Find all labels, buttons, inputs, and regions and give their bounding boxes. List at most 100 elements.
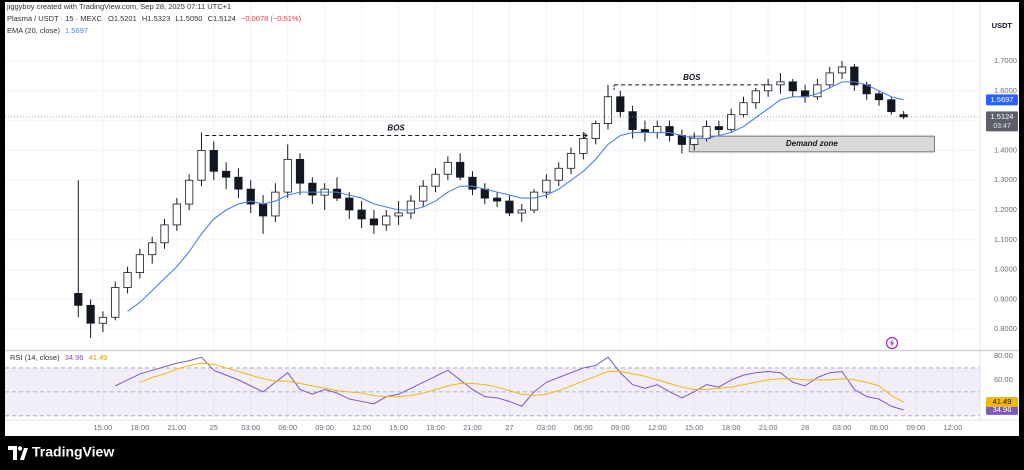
- ohlc-label: H: [142, 14, 147, 23]
- ema-tag: [986, 94, 1018, 106]
- candle-body: [591, 123, 600, 139]
- rsi-line: [115, 356, 904, 411]
- candle-body: [419, 185, 428, 202]
- candle-body: [74, 293, 83, 306]
- y-tick-label: 1.2000: [994, 205, 1017, 214]
- x-tick-label: 15:00: [389, 423, 408, 432]
- candle-body: [542, 179, 551, 193]
- candle-body: [702, 126, 711, 139]
- candle-body: [295, 158, 305, 184]
- candle-body: [148, 242, 157, 256]
- plot: Demand zone BOS BOS: [5, 61, 980, 411]
- x-tick-label: 18:00: [722, 423, 741, 432]
- brand-logo-dot[interactable]: [17, 446, 23, 451]
- demand-zone-label: Demand zone: [786, 139, 839, 148]
- candle-body: [98, 316, 108, 324]
- candle-body: [185, 179, 194, 205]
- price-tag: [986, 111, 1018, 132]
- rsi-tick-label: 60.00: [994, 375, 1013, 384]
- rsi-tag: [986, 397, 1018, 408]
- candle-body: [406, 200, 415, 214]
- brand[interactable]: TradingView: [8, 444, 114, 460]
- candle-body: [222, 170, 231, 178]
- brand-logo-slash[interactable]: [20, 448, 28, 460]
- x-tick-label: 06:00: [278, 423, 297, 432]
- x-tick-label: 15:00: [685, 423, 704, 432]
- ohlc-value: 1.5323: [147, 14, 170, 23]
- candle-body: [603, 96, 613, 124]
- x-tick-label: 03:00: [241, 423, 260, 432]
- alert-bolt[interactable]: [889, 339, 895, 347]
- x-tick-label: 06:00: [870, 423, 889, 432]
- axes: 15:00 18:00 21:00 25 03:00 06:00 09:00 12:00 15:…: [94, 56, 1018, 432]
- price-tag-label: 1.5124: [991, 112, 1014, 121]
- ema-line: [127, 81, 904, 312]
- symbol: Plasma / USDT · 15 · MEXC: [7, 14, 102, 23]
- x-tick-label: 09:00: [611, 423, 630, 432]
- rsi-value: 34.96: [65, 353, 84, 362]
- rsi-tick-label: 80.00: [994, 351, 1013, 360]
- candle-body: [197, 150, 206, 181]
- candle-body: [111, 287, 120, 318]
- x-tick-label: 03:00: [833, 423, 852, 432]
- candle-body: [887, 99, 896, 113]
- candle-body: [677, 135, 686, 145]
- x-tick-label: 21:00: [167, 423, 186, 432]
- rsi-ma-value: 41.49: [89, 353, 108, 362]
- ohlc-value: 1.5050: [180, 14, 203, 23]
- brand-logo[interactable]: [8, 446, 17, 460]
- legend-rsi: RSI (14, close) 34.96 41.49: [10, 353, 107, 362]
- candle-body: [628, 111, 637, 130]
- candle-body: [160, 224, 169, 244]
- candle-body: [764, 84, 773, 92]
- candle-body: [234, 176, 243, 190]
- legend-ohlc: Plasma / USDT · 15 · MEXC O1.5201 H1.532…: [7, 14, 302, 23]
- x-tick-label: 15:00: [94, 423, 113, 432]
- candle-body: [690, 138, 699, 145]
- demand-zone: [688, 135, 935, 153]
- change: −0.0078 (−0.51%): [241, 14, 302, 23]
- y-tick-label: 1.3000: [994, 175, 1017, 184]
- ohlc-value: 1.5124: [213, 14, 236, 23]
- y-tick-label: 1.7000: [994, 56, 1017, 65]
- y-tick-label: 1.4000: [994, 145, 1017, 154]
- brand-name[interactable]: TradingView: [32, 444, 114, 460]
- rsi-tag-label: 34.96: [993, 405, 1012, 414]
- candle-body: [246, 188, 255, 205]
- candle-body: [332, 188, 342, 199]
- candle-body: [616, 96, 625, 113]
- candle-body: [825, 72, 834, 86]
- candle-body: [468, 176, 477, 190]
- countdown: 03:47: [993, 123, 1011, 130]
- candle-body: [394, 212, 403, 217]
- bos-arrow: [582, 132, 588, 139]
- candle-body: [739, 102, 748, 116]
- candle-body: [382, 215, 391, 226]
- ema-tag-label: 1.5697: [991, 95, 1014, 104]
- ohlc-label: O: [108, 14, 114, 23]
- x-tick-label: 28: [801, 423, 809, 432]
- candle-body: [529, 191, 539, 211]
- candle-body: [727, 114, 736, 130]
- candle-body: [283, 158, 292, 193]
- currency: USDT: [992, 21, 1013, 30]
- rsi-ma-line: [139, 362, 904, 403]
- candle-body: [271, 191, 280, 217]
- candle-body: [172, 203, 181, 226]
- ohlc-value: 1.5201: [114, 14, 137, 23]
- x-tick-label: 25: [210, 423, 218, 432]
- x-tick-label: 09:00: [907, 423, 926, 432]
- x-tick-label: 12:00: [944, 423, 963, 432]
- candle-body: [751, 90, 760, 104]
- candle-body: [850, 66, 859, 86]
- candle-body: [86, 304, 95, 324]
- candle-body: [431, 173, 440, 187]
- candle-body: [480, 188, 489, 199]
- alert-icon[interactable]: [885, 336, 899, 350]
- ema-name: EMA (20, close): [7, 26, 60, 35]
- bos-label: BOS: [387, 124, 405, 133]
- candle-body: [874, 93, 884, 101]
- candle-body: [566, 152, 576, 169]
- candle-body: [653, 126, 662, 133]
